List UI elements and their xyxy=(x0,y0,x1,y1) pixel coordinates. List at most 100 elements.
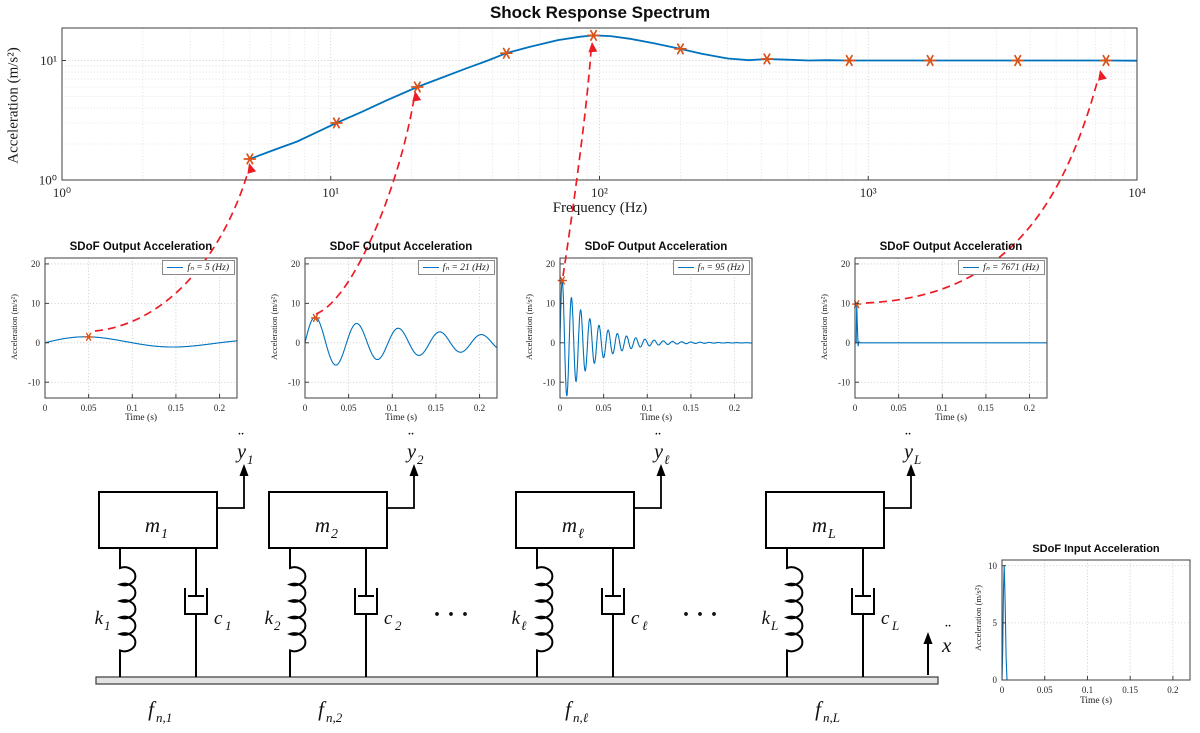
svg-text:ℓ: ℓ xyxy=(642,618,648,633)
output-arrowhead xyxy=(239,464,249,476)
svg-text:2: 2 xyxy=(274,618,281,633)
svg-text:0.2: 0.2 xyxy=(1167,685,1178,695)
sdof2-title: SDoF Output Acceleration xyxy=(329,241,473,253)
data-marker xyxy=(760,53,774,65)
svg-text:10: 10 xyxy=(988,561,998,571)
mass-box xyxy=(515,491,635,549)
svg-text:0: 0 xyxy=(558,403,563,413)
svg-text:10⁴: 10⁴ xyxy=(1128,185,1146,200)
svg-text:k: k xyxy=(512,608,521,629)
link-arrowhead xyxy=(247,163,257,174)
spring xyxy=(287,548,307,677)
svg-text:ℓ: ℓ xyxy=(578,527,584,542)
svg-text:¨: ¨ xyxy=(238,428,244,448)
sdof2-legend: fₙ = 21 (Hz) xyxy=(417,260,495,275)
output-arm xyxy=(634,475,662,509)
chart-sdof2: 0 0.05 0.1 0.15 0.2 -10 0 10 20 xyxy=(288,257,498,413)
svg-text:20: 20 xyxy=(546,259,556,269)
svg-text:0: 0 xyxy=(551,338,556,348)
svg-text:¨: ¨ xyxy=(945,620,951,640)
svg-text:2: 2 xyxy=(417,452,424,467)
svg-text:f: f xyxy=(815,697,824,721)
damper xyxy=(354,548,378,677)
svg-text:0.05: 0.05 xyxy=(596,403,612,413)
axes-box xyxy=(1001,559,1191,681)
svg-text:0.05: 0.05 xyxy=(1037,685,1053,695)
data-marker xyxy=(842,54,856,67)
svg-text:y: y xyxy=(405,441,416,463)
chart-input: 0 0.05 0.1 0.15 0.2 0 5 10 xyxy=(988,559,1191,695)
series-line xyxy=(1001,565,1190,681)
svg-text:1: 1 xyxy=(161,527,168,542)
mass-box xyxy=(98,491,218,549)
legend-label: fₙ = 7671 (Hz) xyxy=(983,263,1039,273)
svg-text:c: c xyxy=(214,608,223,629)
svg-text:10: 10 xyxy=(841,299,851,309)
svg-text:0: 0 xyxy=(43,403,48,413)
legend-line-sample xyxy=(422,267,439,268)
sdof4-xlabel: Time (s) xyxy=(934,413,968,423)
data-marker xyxy=(310,313,321,323)
svg-text:0: 0 xyxy=(993,675,998,685)
svg-text:10³: 10³ xyxy=(860,185,877,200)
svg-text:m: m xyxy=(315,513,330,537)
link-arrowhead xyxy=(412,91,422,102)
legend-label: fₙ = 5 (Hz) xyxy=(187,263,229,273)
legend-label: fₙ = 21 (Hz) xyxy=(442,263,489,273)
sdof3-ylabel: Acceleration (m/s²) xyxy=(524,293,534,361)
chart-sdof4: 0 0.05 0.1 0.15 0.2 -10 0 10 20 xyxy=(838,257,1048,413)
sdof2-xlabel: Time (s) xyxy=(384,413,418,423)
series-line xyxy=(249,34,1138,160)
svg-text:0: 0 xyxy=(853,403,858,413)
output-arrowhead xyxy=(409,464,419,476)
svg-text:0.15: 0.15 xyxy=(168,403,184,413)
svg-text:y: y xyxy=(902,441,913,463)
sdof3-xlabel: Time (s) xyxy=(639,413,673,423)
svg-text:ℓ: ℓ xyxy=(521,618,527,633)
link-arrowhead xyxy=(1098,70,1107,81)
svg-text:m: m xyxy=(562,513,577,537)
sdof1-xlabel: Time (s) xyxy=(124,413,158,423)
svg-text:10: 10 xyxy=(291,299,301,309)
svg-text:0.2: 0.2 xyxy=(474,403,485,413)
svg-text:0: 0 xyxy=(36,338,41,348)
svg-text:2: 2 xyxy=(395,618,402,633)
chart-sdof3: 0 0.05 0.1 0.15 0.2 -10 0 10 20 xyxy=(543,257,753,413)
srs-ylabel: Acceleration (m/s²) xyxy=(5,47,22,164)
data-marker xyxy=(330,117,343,129)
svg-text:0: 0 xyxy=(303,403,308,413)
sdof-unit-1: m 1y 1¨k 1 c 1f n,1 xyxy=(95,428,254,725)
sdof-unit-3: m ℓy ℓ¨k ℓ c ℓf n,ℓ xyxy=(512,428,670,725)
sdof1-title: SDoF Output Acceleration xyxy=(69,241,213,253)
svg-text:¨: ¨ xyxy=(655,428,661,448)
svg-text:m: m xyxy=(145,513,160,537)
svg-text:m: m xyxy=(812,513,827,537)
legend-line-sample xyxy=(677,267,694,268)
link-arrow xyxy=(562,50,592,277)
data-marker xyxy=(83,332,94,341)
svg-text:· · ·: · · · xyxy=(433,602,469,628)
svg-text:0.05: 0.05 xyxy=(81,403,97,413)
sdof-unit-2: m 2y 2¨k 2 c 2f n,2 xyxy=(265,428,424,725)
svg-text:n,L: n,L xyxy=(823,710,840,725)
spring xyxy=(784,548,804,677)
svg-text:0.1: 0.1 xyxy=(127,403,138,413)
svg-text:20: 20 xyxy=(291,259,301,269)
svg-text:n,1: n,1 xyxy=(156,710,172,725)
svg-text:20: 20 xyxy=(841,259,851,269)
chart-sdof1: 0 0.05 0.1 0.15 0.2 -10 0 10 20 xyxy=(28,257,238,413)
svg-text:ℓ: ℓ xyxy=(664,452,670,467)
svg-text:c: c xyxy=(881,608,890,629)
svg-text:5: 5 xyxy=(993,618,998,628)
svg-text:x: x xyxy=(941,633,952,657)
svg-text:f: f xyxy=(318,697,327,721)
spring xyxy=(534,548,554,677)
svg-text:1: 1 xyxy=(104,618,111,633)
base-bar xyxy=(95,676,939,685)
svg-text:0.2: 0.2 xyxy=(1024,403,1035,413)
data-marker xyxy=(1099,54,1113,67)
svg-text:¨: ¨ xyxy=(408,428,414,448)
damper xyxy=(184,548,208,677)
